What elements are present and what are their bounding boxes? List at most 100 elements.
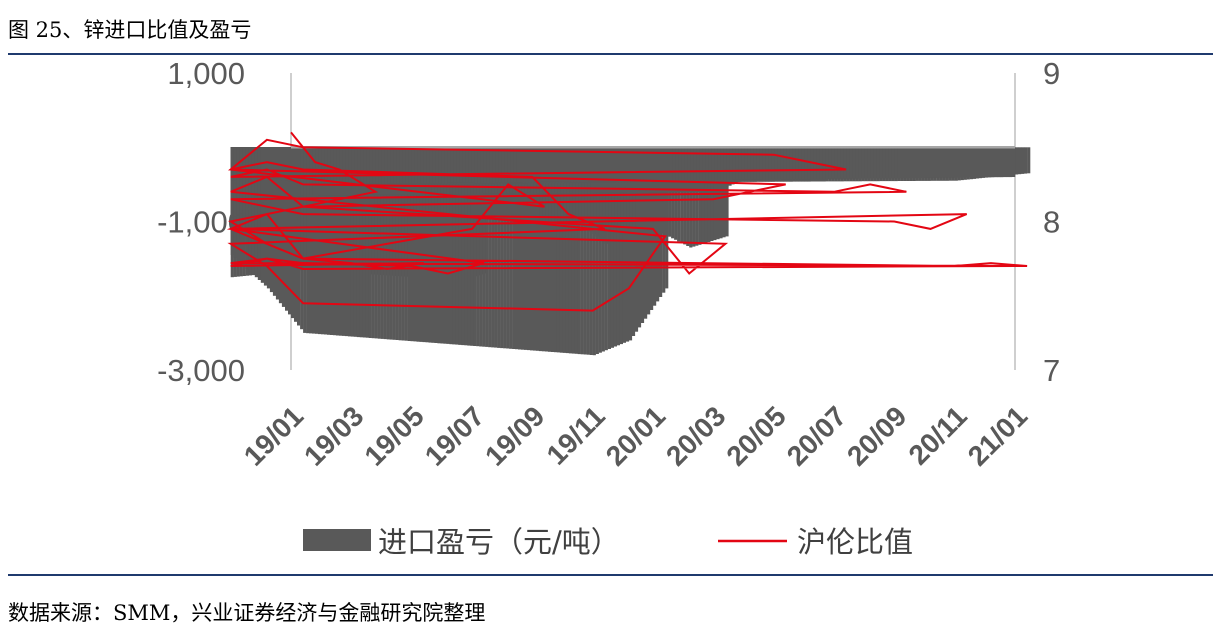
bar-mark	[720, 147, 724, 181]
legend-bar-swatch	[303, 529, 371, 551]
bar-mark	[549, 147, 553, 182]
bar-mark	[1012, 147, 1016, 177]
bar-mark	[435, 147, 439, 183]
bar-mark	[416, 147, 420, 342]
bar-mark	[933, 147, 938, 178]
x-tick-label: 20/11	[903, 400, 973, 470]
bar-mark	[411, 147, 415, 184]
bar-mark	[362, 147, 366, 338]
bar-mark	[518, 147, 522, 350]
bar-mark	[583, 147, 587, 355]
bar-mark	[467, 147, 471, 346]
bar-mark	[559, 147, 563, 353]
bar-mark	[422, 147, 426, 343]
bar-mark	[732, 147, 736, 180]
bar-mark	[807, 147, 811, 180]
bar-mark	[576, 147, 580, 182]
bar-mark	[939, 147, 944, 178]
bar-mark	[982, 147, 986, 178]
bar-mark	[597, 147, 601, 182]
bar-mark	[588, 147, 592, 182]
bar-mark	[885, 147, 889, 179]
bar-mark	[248, 147, 252, 272]
bar-mark	[432, 147, 436, 184]
bar-mark	[1021, 147, 1025, 174]
bar-mark	[491, 147, 495, 348]
bar-mark	[459, 147, 463, 183]
bar-mark	[678, 147, 682, 181]
bar-mark	[468, 147, 472, 183]
bar-mark	[702, 147, 706, 181]
bar-mark	[1003, 147, 1007, 178]
bar-mark	[621, 147, 625, 182]
bar-mark	[689, 147, 693, 248]
bar-mark	[595, 147, 599, 354]
bar-mark	[263, 147, 268, 286]
bar-mark	[555, 147, 559, 182]
bar-mark	[701, 147, 705, 244]
bar-mark	[637, 147, 642, 328]
bar-mark	[900, 147, 905, 179]
bar-mark	[684, 147, 688, 181]
bar-mark	[798, 147, 802, 180]
bar-mark	[384, 147, 388, 184]
bar-mark	[756, 147, 760, 180]
bar-mark	[248, 147, 252, 179]
bar-mark	[600, 147, 604, 182]
bar-mark	[402, 147, 406, 184]
bar-mark	[783, 147, 787, 180]
bar-mark	[516, 147, 520, 183]
bar-mark	[329, 147, 334, 335]
bar-mark	[753, 147, 757, 180]
bar-mark	[657, 147, 661, 181]
bar-mark	[897, 147, 901, 179]
bar-mark	[729, 147, 733, 180]
bar-mark	[719, 147, 723, 239]
bar-mark	[601, 147, 605, 352]
bar-mark	[396, 147, 400, 184]
bar-mark	[570, 147, 574, 182]
bar-mark	[1006, 147, 1010, 178]
bar-mark	[407, 147, 411, 341]
bar-mark	[672, 147, 676, 181]
bar-mark	[666, 147, 670, 181]
bar-mark	[852, 147, 856, 179]
bar-mark	[927, 147, 932, 178]
bar-mark	[909, 147, 914, 179]
bar-mark	[321, 147, 325, 185]
bar-mark	[609, 147, 613, 182]
bar-mark	[425, 147, 429, 343]
y-right-tick-label: 9	[1043, 56, 1060, 91]
bar-mark	[420, 147, 424, 184]
bar-mark	[582, 147, 586, 182]
bar-mark	[777, 147, 781, 180]
bar-mark	[398, 147, 402, 341]
bar-mark	[792, 147, 796, 180]
bar-mark	[624, 147, 628, 182]
x-tick-label: 20/01	[600, 400, 671, 471]
bar-mark	[533, 147, 537, 351]
bar-mark	[985, 147, 989, 178]
bar-mark	[586, 147, 590, 355]
bar-mark	[873, 147, 877, 179]
bar-mark	[546, 147, 550, 182]
bar-mark	[266, 147, 271, 289]
bar-mark	[693, 147, 697, 181]
bar-mark	[1009, 147, 1013, 178]
bar-mark	[831, 147, 835, 179]
bar-mark	[574, 147, 578, 354]
bar-mark	[747, 147, 751, 180]
bar-mark	[698, 147, 702, 245]
bar-mark	[294, 147, 298, 322]
bar-mark	[230, 147, 234, 181]
bar-mark	[356, 147, 360, 338]
bar-mark	[612, 147, 616, 182]
bar-mark	[858, 147, 862, 179]
bar-mark	[882, 147, 886, 179]
bar-mark	[639, 147, 643, 181]
bar-mark	[568, 147, 572, 354]
bar-mark	[636, 147, 640, 181]
bar-mark	[1024, 147, 1028, 174]
bar-mark	[408, 147, 412, 184]
bar-mark	[801, 147, 805, 180]
